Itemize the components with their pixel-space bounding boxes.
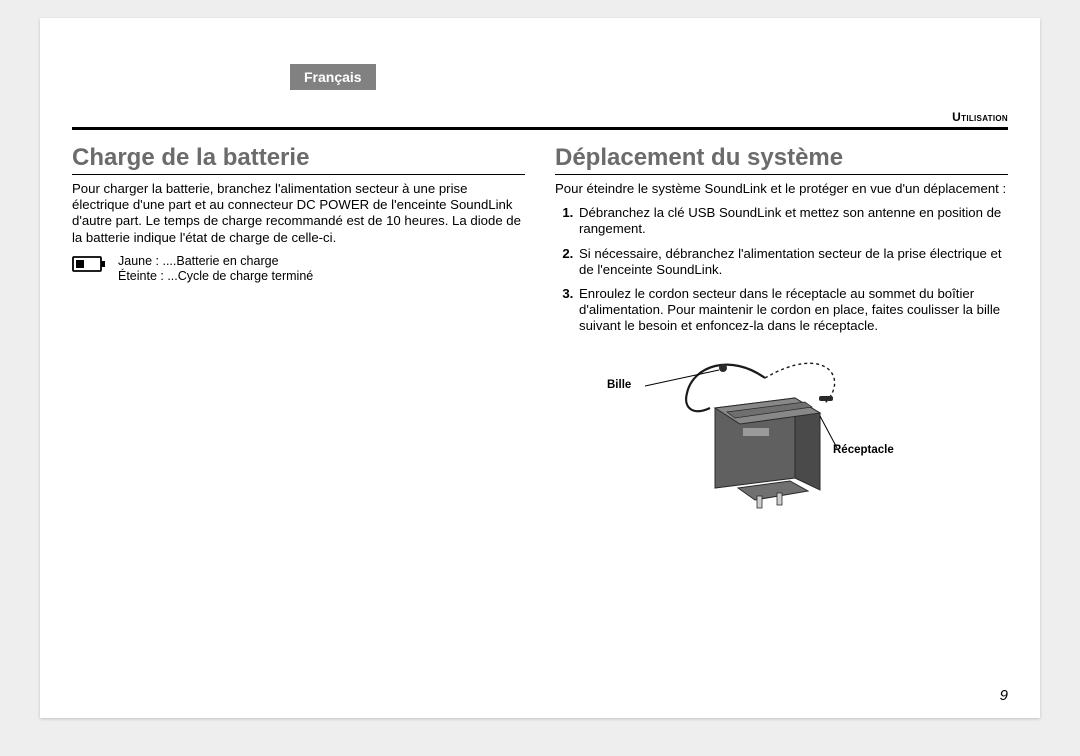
adapter-illustration <box>615 348 915 518</box>
steps-list: Débranchez la clé USB SoundLink et mette… <box>555 205 1008 334</box>
power-supply-diagram: Bille Réceptacle <box>555 348 1008 518</box>
manual-page: Français Utilisation Charge de la batter… <box>40 18 1040 718</box>
legend-line-off: Éteinte : ...Cycle de charge terminé <box>118 269 313 285</box>
charge-body: Pour charger la batterie, branchez l'ali… <box>72 181 525 245</box>
section-label: Utilisation <box>952 110 1008 124</box>
page-number: 9 <box>1000 687 1008 704</box>
heading-charge: Charge de la batterie <box>72 143 525 175</box>
language-tab: Français <box>290 64 376 90</box>
step-3: Enroulez le cordon secteur dans le récep… <box>577 286 1008 334</box>
header-rule <box>72 127 1008 130</box>
legend-line-yellow: Jaune : ....Batterie en charge <box>118 254 313 270</box>
battery-icon <box>72 254 106 278</box>
legend-text: Jaune : ....Batterie en charge Éteinte :… <box>118 254 313 285</box>
left-column: Charge de la batterie Pour charger la ba… <box>72 143 525 518</box>
step-2: Si nécessaire, débranchez l'alimentation… <box>577 246 1008 278</box>
battery-legend: Jaune : ....Batterie en charge Éteinte :… <box>72 254 525 285</box>
right-column: Déplacement du système Pour éteindre le … <box>555 143 1008 518</box>
step-1: Débranchez la clé USB SoundLink et mette… <box>577 205 1008 237</box>
move-intro: Pour éteindre le système SoundLink et le… <box>555 181 1008 197</box>
heading-move: Déplacement du système <box>555 143 1008 175</box>
content-columns: Charge de la batterie Pour charger la ba… <box>72 143 1008 518</box>
